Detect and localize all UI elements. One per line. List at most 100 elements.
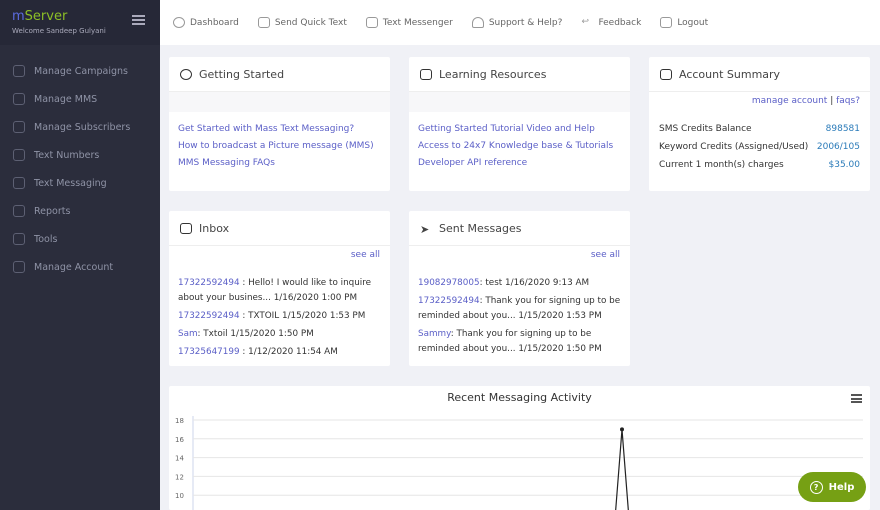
sidebar-item-label: Manage Account	[34, 261, 114, 273]
reply-icon: ↩	[581, 17, 589, 27]
inbox-item[interactable]: 17322592494 : TXTOIL 1/15/2020 1:53 PM	[169, 309, 390, 324]
getting-started-card: Getting Started Get Started with Mass Te…	[169, 57, 390, 191]
row-value[interactable]: 2006/105	[816, 142, 860, 152]
nav-text-messenger[interactable]: Text Messenger	[365, 17, 453, 28]
nav-support[interactable]: Support & Help?	[471, 17, 563, 28]
users-icon	[13, 121, 25, 133]
inbox-item[interactable]: 17325647199 : 1/12/2020 11:54 AM	[169, 345, 390, 360]
activity-chart-card: Recent Messaging Activity 18 16 14 12 10	[169, 386, 870, 510]
sent-item[interactable]: 17322592494: Thank you for signing up to…	[409, 294, 630, 324]
inbox-item[interactable]: Sam: Txtoil 1/15/2020 1:50 PM	[169, 327, 390, 342]
y-tick-label: 14	[175, 455, 184, 463]
sender-link[interactable]: 17322592494	[178, 311, 240, 321]
y-tick-label: 10	[175, 492, 184, 500]
sidebar-item-label: Reports	[34, 205, 71, 217]
sent-item[interactable]: Sammy: Thank you for signing up to be re…	[409, 327, 630, 357]
card-title: Inbox	[199, 221, 230, 235]
brand: mServer Welcome Sandeep Gulyani	[0, 0, 160, 45]
sent-see-all[interactable]: see all	[409, 246, 630, 266]
row-value[interactable]: $35.00	[828, 160, 861, 170]
sidebar-nav: Manage Campaigns Manage MMS Manage Subsc…	[0, 57, 160, 281]
menu-toggle-icon[interactable]	[132, 15, 145, 25]
sent-item[interactable]: 19082978005: test 1/16/2020 9:13 AM	[409, 276, 630, 291]
chat-icon	[365, 17, 378, 28]
briefcase-icon	[660, 68, 672, 80]
sidebar: mServer Welcome Sandeep Gulyani Manage C…	[0, 0, 160, 510]
power-icon	[180, 68, 192, 80]
book-icon	[420, 68, 432, 80]
nav-dashboard[interactable]: Dashboard	[173, 17, 239, 28]
sidebar-item-label: Tools	[34, 233, 58, 245]
tools-icon	[13, 233, 25, 245]
recipient-link[interactable]: 17322592494	[418, 296, 480, 306]
sidebar-item-label: Manage Subscribers	[34, 121, 131, 133]
nav-label: Text Messenger	[382, 17, 453, 28]
logo-m: m	[12, 9, 25, 24]
message-text: : TXTOIL 1/15/2020 1:53 PM	[239, 311, 366, 321]
sidebar-item-manage-mms[interactable]: Manage MMS	[0, 85, 160, 113]
series-line	[615, 429, 629, 510]
logo[interactable]: mServer	[12, 9, 148, 24]
recipient-link[interactable]: Sammy	[418, 329, 451, 339]
nav-label: Dashboard	[190, 17, 239, 28]
inbox-card: Inbox see all 17322592494 : Hello! I wou…	[169, 211, 390, 366]
reports-icon	[13, 205, 25, 217]
faqs-link[interactable]: faqs?	[836, 96, 860, 106]
sent-messages-card: ➤ Sent Messages see all 19082978005: test…	[409, 211, 630, 366]
link-broadcast-mms[interactable]: How to broadcast a Picture message (MMS)	[178, 141, 374, 151]
help-button[interactable]: ? Help	[798, 472, 866, 502]
wrench-icon	[13, 261, 25, 273]
card-title: Learning Resources	[439, 67, 547, 81]
sidebar-item-label: Text Messaging	[34, 177, 107, 189]
link-api-reference[interactable]: Developer API reference	[418, 158, 528, 168]
dashboard-icon	[173, 17, 185, 28]
chart-svg: 18 16 14 12 10	[175, 416, 863, 510]
data-point	[620, 427, 624, 432]
y-tick-label: 12	[175, 473, 184, 481]
row-label: SMS Credits Balance	[659, 124, 752, 134]
sidebar-item-label: Manage MMS	[34, 93, 98, 105]
message-text: : Thank you for signing up to be reminde…	[418, 296, 621, 321]
account-summary-card: Account Summary manage account | faqs? S…	[649, 57, 870, 191]
sidebar-item-manage-account[interactable]: Manage Account	[0, 253, 160, 281]
sidebar-item-label: Text Numbers	[34, 149, 100, 161]
sidebar-item-manage-campaigns[interactable]: Manage Campaigns	[0, 57, 160, 85]
sidebar-item-text-messaging[interactable]: Text Messaging	[0, 169, 160, 197]
recipient-link[interactable]: 19082978005	[418, 278, 480, 288]
inbox-see-all[interactable]: see all	[169, 246, 390, 266]
row-value[interactable]: 898581	[825, 124, 860, 134]
inbox-item[interactable]: 17322592494 : Hello! I would like to inq…	[169, 276, 390, 306]
nav-label: Logout	[677, 17, 709, 28]
link-get-started[interactable]: Get Started with Mass Text Messaging?	[178, 124, 355, 134]
help-icon: ?	[809, 480, 823, 494]
link-knowledge-base[interactable]: Access to 24x7 Knowledge base & Tutorial…	[418, 141, 614, 151]
message-icon	[257, 17, 270, 28]
y-tick-label: 18	[175, 417, 184, 425]
sidebar-item-text-numbers[interactable]: Text Numbers	[0, 141, 160, 169]
card-title: Account Summary	[679, 67, 781, 81]
headset-icon	[471, 17, 484, 28]
sender-link[interactable]: Sam	[178, 329, 198, 339]
sidebar-item-manage-subscribers[interactable]: Manage Subscribers	[0, 113, 160, 141]
chart-menu-icon[interactable]	[851, 394, 862, 403]
message-text: : Txtoil 1/15/2020 1:50 PM	[197, 329, 314, 339]
row-label: Current 1 month(s) charges	[659, 160, 784, 170]
manage-account-link[interactable]: manage account	[751, 96, 828, 106]
card-title: Getting Started	[199, 67, 285, 81]
y-tick-label: 16	[175, 436, 184, 444]
sender-link[interactable]: 17325647199	[178, 347, 240, 357]
campaign-icon	[13, 65, 25, 77]
nav-logout[interactable]: Logout	[660, 17, 708, 28]
link-mms-faqs[interactable]: MMS Messaging FAQs	[178, 158, 275, 168]
send-icon: ➤	[420, 222, 430, 236]
nav-label: Send Quick Text	[274, 17, 347, 28]
link-tutorial-video[interactable]: Getting Started Tutorial Video and Help	[418, 124, 595, 134]
welcome-text: Welcome Sandeep Gulyani	[12, 27, 106, 35]
sender-link[interactable]: 17322592494	[178, 278, 240, 288]
card-subbar	[409, 92, 630, 112]
nav-send-quick-text[interactable]: Send Quick Text	[257, 17, 347, 28]
sidebar-item-tools[interactable]: Tools	[0, 225, 160, 253]
nav-feedback[interactable]: ↩ Feedback	[581, 17, 641, 28]
sidebar-item-reports[interactable]: Reports	[0, 197, 160, 225]
nav-label: Support & Help?	[488, 17, 563, 28]
